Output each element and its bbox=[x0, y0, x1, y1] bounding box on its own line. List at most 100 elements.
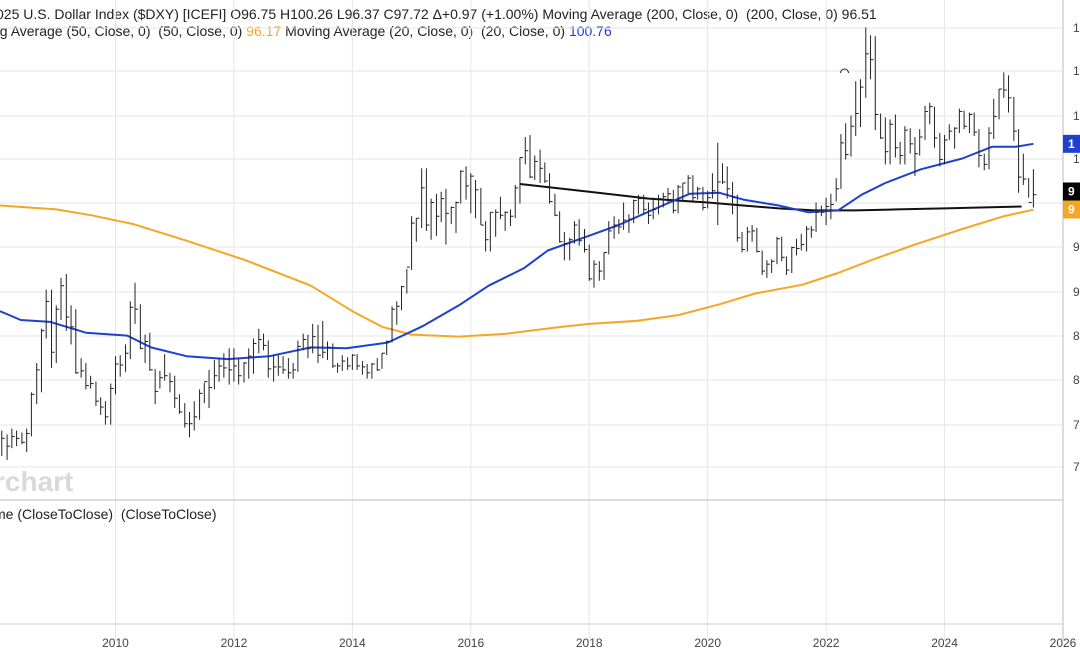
ohlc-bar bbox=[75, 309, 79, 374]
ohlc-bar bbox=[489, 211, 494, 252]
ohlc-bar bbox=[129, 301, 134, 360]
ma-legend: ng Average (50, Close, 0) (50, Close, 0)… bbox=[0, 23, 612, 39]
ohlc-bar bbox=[277, 355, 282, 376]
ohlc-bar bbox=[267, 340, 272, 378]
ohlc-bar bbox=[628, 214, 632, 233]
ohlc-bar bbox=[193, 401, 198, 431]
ohlc-bar bbox=[771, 259, 775, 273]
ohlc-bar bbox=[282, 356, 287, 374]
ohlc-bar bbox=[603, 251, 608, 280]
ohlc-bar bbox=[929, 102, 933, 125]
ma20-price-badge: 1 bbox=[1063, 134, 1080, 153]
ohlc-bar bbox=[717, 142, 721, 226]
last-price-badge-bg bbox=[1063, 182, 1080, 201]
ohlc-bar bbox=[337, 363, 341, 373]
ohlc-bar bbox=[51, 289, 55, 368]
ohlc-bar bbox=[425, 168, 430, 231]
x-tick-label: 2024 bbox=[931, 636, 958, 650]
x-tick-label: 2020 bbox=[694, 636, 721, 650]
ohlc-bar bbox=[26, 428, 30, 453]
ohlc-bar bbox=[243, 362, 247, 383]
ohlc-bar bbox=[569, 237, 573, 261]
ma200-layer bbox=[519, 183, 1022, 212]
ohlc-bar bbox=[702, 186, 706, 211]
ohlc-bar bbox=[430, 198, 435, 240]
ohlc-bar bbox=[95, 381, 99, 407]
ohlc-bar bbox=[65, 273, 70, 331]
ohlc-bar bbox=[297, 340, 301, 372]
ma50-legend-label: ng Average (50, Close, 0) (50, Close, 0) bbox=[0, 23, 243, 39]
ohlc-bar bbox=[756, 227, 760, 253]
ma20-price-badge-bg bbox=[1063, 134, 1080, 153]
ohlc-bar bbox=[909, 128, 914, 154]
ohlc-bar bbox=[559, 211, 563, 243]
ohlc-bar bbox=[415, 217, 420, 242]
ohlc-bar bbox=[529, 135, 534, 179]
ohlc-bar bbox=[445, 188, 449, 245]
ohlc-bar bbox=[954, 127, 958, 149]
ohlc-bar bbox=[741, 231, 746, 253]
ohlc-bar bbox=[785, 256, 790, 275]
ohlc-bar bbox=[889, 119, 894, 165]
peak-marker bbox=[840, 68, 849, 74]
ohlc-bar bbox=[341, 355, 346, 371]
ohlc-bar bbox=[919, 129, 923, 156]
ohlc-bar bbox=[855, 81, 859, 137]
ohlc-bar bbox=[544, 162, 548, 183]
ohlc-bar bbox=[633, 199, 637, 224]
ohlc-bar bbox=[796, 238, 800, 256]
ohlc-bar bbox=[485, 221, 489, 252]
ohlc-bar bbox=[988, 127, 992, 170]
ohlc-bar bbox=[6, 434, 11, 460]
ohlc-bar bbox=[894, 114, 899, 158]
ohlc-bar bbox=[534, 155, 538, 181]
ohlc-bar bbox=[104, 401, 109, 425]
ohlc-bar bbox=[495, 209, 499, 237]
ohlc-bar bbox=[865, 27, 869, 98]
ohlc-bar bbox=[85, 363, 89, 390]
ohlc-bar bbox=[884, 117, 889, 165]
ohlc-bar bbox=[810, 226, 815, 238]
ohlc-bar bbox=[1, 430, 5, 456]
x-tick-label: 2010 bbox=[102, 636, 129, 650]
ma50-price-badge-bg bbox=[1063, 200, 1080, 219]
ohlc-bar bbox=[322, 320, 326, 359]
ohlc-bar bbox=[672, 189, 677, 214]
ohlc-bar bbox=[125, 344, 129, 372]
ohlc-bar bbox=[948, 124, 953, 140]
ohlc-bar bbox=[840, 134, 844, 189]
ohlc-bar bbox=[509, 209, 514, 227]
ohlc-bar bbox=[421, 168, 425, 228]
ohlc-bar bbox=[326, 341, 331, 361]
ohlc-bar bbox=[707, 190, 711, 209]
ohlc-bar bbox=[899, 141, 904, 165]
ohlc-bar bbox=[815, 202, 820, 232]
y-tick-label: 1 bbox=[1073, 109, 1080, 123]
ohlc-bar bbox=[70, 305, 75, 345]
ohlc-bar bbox=[845, 123, 849, 160]
ohlc-bar bbox=[228, 348, 233, 385]
ohlc-bar bbox=[90, 375, 94, 389]
ohlc-bar bbox=[820, 205, 825, 217]
ohlc-bar bbox=[391, 306, 396, 343]
ohlc-bar bbox=[692, 175, 696, 201]
x-tick-label: 2026 bbox=[1050, 636, 1077, 650]
ohlc-bar bbox=[252, 338, 257, 374]
ohlc-bar bbox=[554, 193, 558, 217]
ma50-layer bbox=[0, 204, 1034, 338]
volume-legend: me (CloseToClose) (CloseToClose) bbox=[0, 506, 217, 522]
ohlc-bar bbox=[381, 352, 385, 369]
y-tick-label: 8 bbox=[1073, 329, 1080, 343]
ma50-price-badge-text: 9 bbox=[1068, 202, 1075, 216]
last-price-badge-text: 9 bbox=[1068, 185, 1075, 199]
ohlc-bar bbox=[859, 79, 864, 128]
ohlc-bar bbox=[835, 178, 840, 202]
ohlc-bar bbox=[968, 112, 973, 134]
ohlc-bar bbox=[199, 389, 203, 420]
ohlc-bar bbox=[11, 428, 15, 449]
ohlc-bar bbox=[549, 173, 553, 204]
ohlc-bar bbox=[169, 372, 173, 393]
ma200-legend-value: 96.51 bbox=[841, 6, 877, 22]
ohlc-bars bbox=[1, 27, 1037, 460]
